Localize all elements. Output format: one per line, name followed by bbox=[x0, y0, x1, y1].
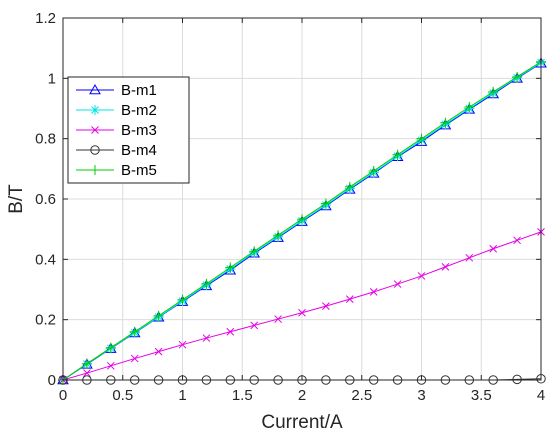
x-tick-label: 3 bbox=[417, 387, 425, 404]
series-B-m3 bbox=[59, 228, 545, 384]
ticks: 0 0.5 1 1.5 2 2.5 3 3.5 4 0 0.2 0.4 0.6 0.8 1 1.2 bbox=[35, 10, 545, 404]
triangle-marker bbox=[415, 135, 428, 146]
legend-item: B-m1 bbox=[76, 82, 157, 99]
asterisk-marker bbox=[90, 105, 100, 115]
plus-marker bbox=[440, 117, 451, 128]
y-tick-label: 0.2 bbox=[35, 312, 56, 329]
x-marker bbox=[91, 126, 99, 134]
plus-marker bbox=[177, 294, 188, 305]
x-marker bbox=[489, 244, 498, 253]
plus-marker bbox=[368, 165, 379, 176]
x-marker bbox=[298, 308, 306, 317]
x-tick-label: 2.5 bbox=[351, 387, 372, 404]
plus-marker bbox=[90, 165, 100, 175]
x-marker bbox=[274, 315, 282, 323]
y-tick-label: 0 bbox=[48, 372, 56, 389]
x-tick-label: 1.5 bbox=[232, 387, 253, 404]
legend-item: B-m2 bbox=[76, 102, 157, 119]
x-marker bbox=[441, 263, 450, 271]
legend-label: B-m4 bbox=[121, 142, 157, 159]
x-tick-label: 0.5 bbox=[112, 387, 133, 404]
plus-marker bbox=[320, 198, 331, 209]
x-marker bbox=[130, 354, 139, 363]
y-tick-label: 0.4 bbox=[35, 251, 56, 268]
circle-marker bbox=[512, 374, 522, 385]
x-tick-label: 1 bbox=[178, 387, 186, 404]
x-marker bbox=[369, 288, 378, 296]
circle-marker bbox=[90, 145, 100, 155]
plus-marker bbox=[81, 358, 92, 369]
y-tick-label: 1.2 bbox=[35, 10, 56, 27]
x-marker bbox=[226, 327, 235, 336]
legend-item: B-m5 bbox=[76, 162, 157, 179]
legend-item: B-m3 bbox=[76, 122, 157, 139]
plus-marker bbox=[488, 86, 499, 97]
x-marker bbox=[178, 340, 187, 349]
x-marker bbox=[322, 302, 330, 310]
x-marker bbox=[154, 347, 163, 356]
x-marker bbox=[393, 280, 402, 288]
x-tick-label: 4 bbox=[537, 387, 545, 404]
plus-marker bbox=[392, 149, 403, 160]
series-layer bbox=[57, 56, 547, 385]
x-marker bbox=[345, 295, 354, 304]
plus-marker bbox=[105, 342, 116, 353]
legend: B-m1 B-m2 B-m3 B-m4 B-m5 bbox=[67, 76, 190, 184]
x-marker bbox=[513, 236, 521, 245]
plus-marker bbox=[129, 326, 140, 337]
y-axis-label: B/T bbox=[6, 184, 27, 214]
triangle-marker bbox=[89, 83, 101, 95]
legend-item: B-m4 bbox=[76, 142, 157, 159]
plus-marker bbox=[416, 133, 427, 144]
x-marker bbox=[250, 321, 259, 330]
plus-marker bbox=[297, 214, 307, 225]
legend-label: B-m3 bbox=[121, 122, 157, 139]
x-marker bbox=[417, 272, 426, 280]
x-axis-label: Current/A bbox=[261, 412, 343, 433]
y-tick-label: 0.6 bbox=[35, 191, 56, 208]
plus-marker bbox=[512, 71, 523, 82]
plus-marker bbox=[153, 310, 164, 321]
plus-marker bbox=[464, 101, 475, 112]
plus-marker bbox=[344, 181, 355, 192]
legend-label: B-m5 bbox=[121, 162, 157, 179]
plus-marker bbox=[201, 278, 212, 289]
legend-label: B-m2 bbox=[121, 102, 157, 119]
x-tick-label: 2 bbox=[298, 387, 306, 404]
x-marker bbox=[83, 369, 91, 377]
plus-marker bbox=[273, 230, 284, 241]
x-marker bbox=[202, 334, 211, 342]
legend-label: B-m1 bbox=[121, 82, 157, 99]
y-tick-label: 1 bbox=[48, 70, 56, 87]
x-marker bbox=[106, 361, 115, 370]
x-tick-label: 3.5 bbox=[471, 387, 492, 404]
x-marker bbox=[465, 253, 474, 262]
y-tick-label: 0.8 bbox=[35, 131, 56, 148]
plus-marker bbox=[249, 246, 260, 257]
x-tick-label: 0 bbox=[59, 387, 67, 404]
plus-marker bbox=[225, 262, 236, 273]
